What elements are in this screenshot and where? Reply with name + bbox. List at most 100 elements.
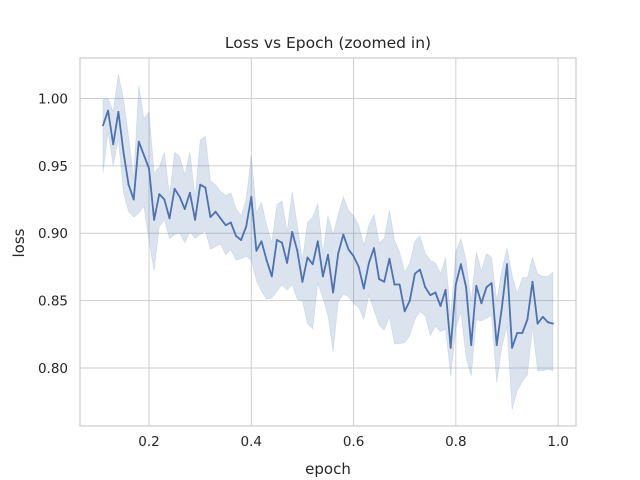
- data-point: [388, 257, 391, 260]
- data-point: [291, 231, 294, 233]
- data-point: [127, 183, 130, 186]
- data-point: [240, 239, 243, 241]
- data-point: [296, 249, 299, 252]
- data-point: [378, 278, 380, 280]
- x-tick-label: 1.0: [547, 434, 568, 450]
- data-point: [112, 143, 115, 146]
- data-point: [475, 284, 478, 287]
- data-point: [465, 286, 467, 289]
- data-point: [403, 310, 406, 313]
- data-point: [143, 154, 145, 157]
- data-point: [552, 322, 554, 325]
- data-point: [270, 275, 273, 278]
- x-axis-ticks: 0.2 0.4 0.6 0.8 1.0: [138, 434, 569, 450]
- data-point: [132, 198, 135, 201]
- data-point: [224, 224, 227, 227]
- data-point: [117, 111, 120, 113]
- data-point: [255, 249, 258, 252]
- data-point: [102, 124, 104, 127]
- data-point: [357, 266, 360, 268]
- data-point: [260, 240, 263, 243]
- x-tick-label: 0.6: [343, 434, 364, 450]
- data-point: [183, 208, 186, 210]
- data-point: [516, 332, 519, 334]
- data-point: [199, 183, 202, 186]
- data-point: [332, 291, 334, 294]
- chart-title: Loss vs Epoch (zoomed in): [225, 34, 431, 52]
- series-confidence-band: [102, 74, 554, 410]
- data-point: [449, 346, 452, 349]
- data-point: [245, 225, 248, 228]
- data-point: [408, 299, 411, 302]
- data-point: [419, 268, 421, 271]
- y-tick-label: 0.85: [38, 294, 68, 310]
- data-point: [286, 262, 288, 264]
- data-point: [158, 193, 161, 196]
- plot-frame: [79, 57, 577, 427]
- data-point: [342, 233, 345, 236]
- data-point: [511, 346, 513, 349]
- data-point: [122, 151, 125, 154]
- confidence-band: [102, 74, 554, 410]
- data-point: [306, 256, 309, 259]
- data-point: [398, 283, 401, 286]
- data-point: [153, 218, 156, 221]
- data-point: [454, 283, 457, 286]
- x-axis-label: epoch: [305, 460, 351, 478]
- data-point: [506, 263, 508, 266]
- y-axis-label: loss: [10, 228, 28, 257]
- data-point: [434, 291, 437, 294]
- data-point: [204, 186, 207, 189]
- data-point: [311, 263, 314, 266]
- data-point: [352, 255, 355, 258]
- data-point: [347, 248, 350, 251]
- data-point: [316, 240, 319, 243]
- data-point: [214, 210, 217, 213]
- data-point: [444, 289, 447, 291]
- data-point: [173, 187, 176, 190]
- data-point: [229, 221, 232, 224]
- y-axis-ticks: 0.80 0.85 0.90 0.95 1.00: [38, 91, 68, 377]
- data-point: [137, 140, 140, 143]
- data-point: [485, 286, 488, 289]
- y-tick-label: 0.90: [38, 226, 68, 242]
- data-point: [383, 280, 386, 283]
- y-tick-label: 0.95: [38, 159, 68, 175]
- data-point: [470, 344, 473, 346]
- data-point: [531, 280, 534, 283]
- data-point: [281, 241, 283, 244]
- data-point: [337, 252, 340, 255]
- data-point: [536, 322, 539, 325]
- data-point: [439, 305, 442, 307]
- data-point: [301, 280, 304, 283]
- data-point: [327, 253, 329, 256]
- data-point: [148, 167, 150, 170]
- series-line: [102, 109, 554, 349]
- data-point: [107, 109, 109, 112]
- data-point: [490, 282, 493, 284]
- data-point: [521, 332, 524, 334]
- data-point: [362, 287, 365, 290]
- data-point: [501, 306, 503, 309]
- x-tick-label: 0.4: [241, 434, 262, 450]
- data-point: [250, 195, 253, 198]
- data-point: [414, 272, 416, 275]
- x-tick-label: 0.8: [445, 434, 466, 450]
- data-point: [547, 321, 549, 324]
- data-point: [189, 191, 191, 194]
- data-point: [393, 283, 396, 286]
- data-point: [322, 275, 324, 278]
- data-point: [480, 302, 483, 305]
- data-point: [429, 294, 432, 297]
- data-point: [424, 286, 427, 289]
- data-point: [219, 217, 222, 220]
- data-point: [163, 198, 166, 201]
- data-point: [168, 217, 171, 220]
- data-point: [276, 239, 278, 241]
- data-point: [235, 235, 237, 237]
- data-point: [209, 216, 212, 219]
- data-point: [460, 263, 462, 266]
- y-tick-label: 1.00: [38, 91, 68, 107]
- data-point: [265, 259, 268, 262]
